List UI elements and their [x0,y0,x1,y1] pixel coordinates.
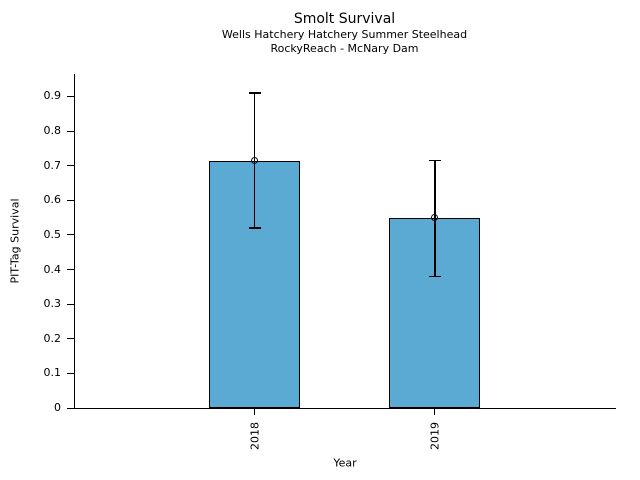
y-tick-label: 0.3 [43,297,62,311]
x-tick-label: 2018 [248,422,262,450]
y-tick-label: 0.9 [43,89,62,103]
y-tick-label: 0 [54,401,61,414]
x-tick-label: 2019 [428,422,442,450]
y-tick-label: 0.6 [43,193,62,207]
y-tick [67,303,74,305]
y-tick [67,372,74,374]
data-point-marker [251,157,259,165]
y-axis-label: PIT-Tag Survival [8,198,22,284]
y-tick-label: 0.2 [43,331,62,345]
error-bar-cap-bottom [248,227,261,229]
error-bar-cap-bottom [428,275,441,278]
y-tick [67,269,74,271]
y-tick-label: 0.1 [43,366,62,380]
y-tick [67,199,74,201]
y-tick-label: 0.7 [43,158,62,172]
y-tick [67,165,74,167]
error-bar-cap-top [428,159,441,162]
plot-area: 0 0.1 0.2 0.3 0.4 0.5 0.6 0.7 0.8 0.9 2018 2019 [44,74,616,450]
error-bar-cap-top [248,92,261,94]
y-tick-label: 0.8 [43,124,62,138]
chart-subtitle-line2: RockyReach - McNary Dam [270,42,419,55]
data-point-marker [431,214,439,222]
y-tick [67,130,74,132]
chart-title: Smolt Survival [293,11,396,27]
chart-subtitle-line1: Wells Hatchery Hatchery Summer Steelhead [221,28,468,41]
x-tick [434,408,436,415]
y-tick-label: 0.5 [43,227,62,241]
y-tick [67,407,74,409]
y-tick [67,338,74,340]
x-axis-label: Year [333,456,357,470]
y-tick-label: 0.4 [43,262,62,276]
y-tick [67,234,74,236]
x-tick [254,408,256,415]
y-tick [67,95,74,97]
